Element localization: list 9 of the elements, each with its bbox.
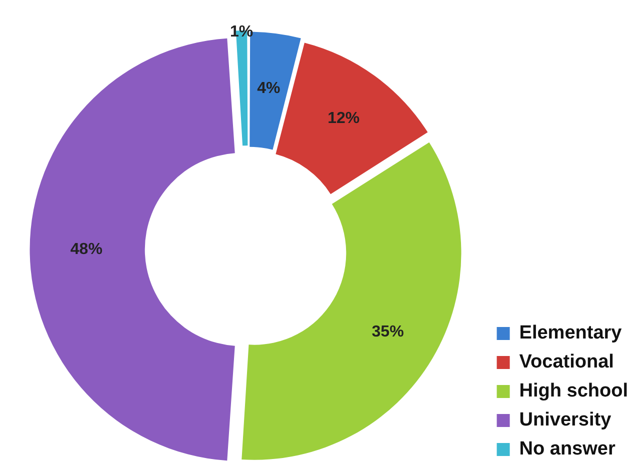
data-label: 48% <box>70 240 102 258</box>
data-label: 12% <box>328 110 360 127</box>
legend-label: University <box>519 410 612 431</box>
legend-label: Vocational <box>519 352 614 373</box>
legend-label: Elementary <box>519 322 622 344</box>
data-label: 4% <box>257 80 280 98</box>
legend-label: No answer <box>519 438 616 460</box>
legend-label: High school <box>519 380 628 402</box>
data-label: 35% <box>372 323 404 340</box>
